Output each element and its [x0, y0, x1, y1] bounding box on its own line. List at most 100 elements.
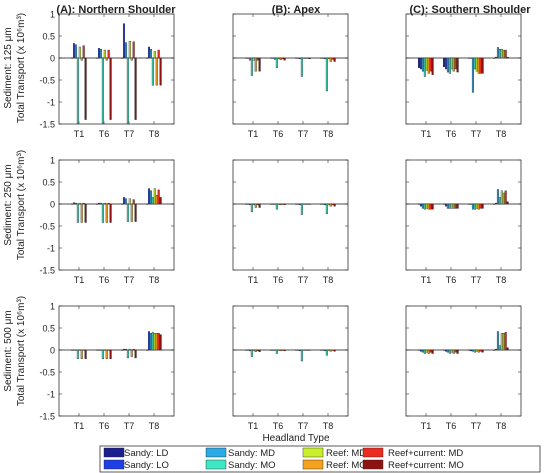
plot-area: [58, 159, 175, 271]
bar-reef-current-mo-t6: [456, 203, 459, 209]
y-tick-label: 0: [50, 200, 55, 210]
bar-sandy-mo-t8: [325, 349, 328, 356]
bar-sandy-lo-t1: [419, 349, 423, 352]
x-tick-label: T8: [323, 275, 334, 285]
bar-sandy-mo-t8: [151, 57, 154, 86]
bar-reef-current-mo-t6: [283, 349, 286, 352]
bar-sandy-lo-t6: [97, 202, 101, 205]
bar-reef-current-md-t6: [454, 349, 457, 353]
bar-reef-md-t1: [78, 202, 81, 205]
bar-sandy-mo-t1: [250, 203, 253, 213]
bar-sandy-lo-t7: [122, 23, 126, 59]
bar-reef-md-t1: [425, 57, 428, 71]
bar-sandy-lo-t8: [494, 202, 498, 205]
panel-2-2: T1 T6 T7 T8: [405, 305, 522, 431]
y-tick-label: 0: [50, 54, 55, 64]
legend-swatch-reef-md: [302, 447, 324, 458]
x-tick-label: T6: [99, 421, 110, 431]
bar-reef-md-t7: [128, 348, 131, 351]
bar-reef-mo-t6: [279, 57, 282, 60]
bar-sandy-lo-t7: [122, 197, 126, 205]
bar-sandy-mo-t1: [423, 203, 426, 210]
x-tick-label: T8: [323, 129, 334, 139]
bar-reef-md-t7: [128, 198, 131, 205]
bar-sandy-md-t8: [323, 203, 326, 206]
bar-sandy-md-t1: [248, 349, 251, 352]
bar-reef-mo-t8: [502, 49, 505, 59]
bar-reef-current-mo-t7: [308, 57, 311, 60]
legend-swatch-sandy-ld: [103, 447, 125, 458]
x-tick-label: T7: [298, 129, 309, 139]
panel-1-2: T1 T6 T7 T8: [405, 159, 522, 285]
bar-sandy-mo-t8: [151, 332, 154, 351]
bar-sandy-mo-t8: [325, 203, 328, 214]
bar-sandy-md-t6: [273, 57, 276, 60]
legend-swatch-sandy-mo: [205, 459, 227, 470]
bar-reef-current-md-t8: [504, 49, 507, 59]
x-tick-label: T8: [149, 421, 160, 431]
legend-label-sandy-md: Sandy: MD: [228, 448, 275, 459]
bar-reef-md-t7: [475, 349, 478, 352]
bar-sandy-mo-t7: [300, 349, 303, 362]
bar-reef-mo-t6: [452, 57, 455, 72]
x-tick-label: T1: [248, 129, 259, 139]
legend-swatch-sandy-lo: [103, 459, 125, 470]
bar-sandy-mo-t8: [498, 197, 501, 205]
row-label-sediment-250: Sediment: 250 μm: [3, 164, 14, 245]
bar-reef-md-t6: [450, 57, 453, 70]
bar-reef-md-t8: [500, 333, 503, 351]
bar-reef-current-mo-t1: [84, 349, 87, 360]
row-label-transport-125: Total Transport (x 10⁶m³): [16, 13, 27, 123]
bar-reef-current-md-t1: [256, 57, 259, 61]
bar-reef-mo-t1: [254, 349, 257, 352]
bar-sandy-mo-t6: [101, 57, 104, 124]
bar-reef-md-t7: [475, 203, 478, 209]
bar-reef-current-md-t7: [132, 199, 135, 205]
legend-label-reef-md: Reef: MD: [326, 448, 366, 459]
x-tick-label: T7: [471, 129, 482, 139]
bar-reef-current-mo-t7: [134, 349, 137, 359]
bar-reef-current-md-t1: [429, 203, 432, 210]
plot-area: [58, 305, 175, 417]
y-tick-label: -1.5: [39, 120, 55, 130]
x-tick-label: T6: [446, 421, 457, 431]
bar-sandy-mo-t6: [275, 57, 278, 68]
bar-reef-current-md-t8: [331, 203, 334, 206]
bar-sandy-md-t7: [471, 203, 474, 210]
bar-sandy-mo-t6: [275, 203, 278, 210]
bar-reef-mo-t6: [279, 349, 282, 352]
bar-sandy-lo-t7: [469, 349, 473, 352]
y-tick-label: 1: [50, 10, 55, 20]
x-tick-label: T1: [421, 275, 432, 285]
bar-sandy-lo-t6: [444, 57, 448, 70]
bar-reef-mo-t6: [105, 203, 108, 223]
x-tick-label: T1: [421, 421, 432, 431]
bar-sandy-md-t7: [124, 42, 127, 59]
panel-1-0: 1 0.5 0 -0.5 -1 -1.5 T1 T6 T7 T8: [39, 156, 175, 285]
bar-reef-md-t6: [277, 57, 280, 60]
bar-reef-current-mo-t6: [109, 203, 112, 223]
bar-sandy-md-t7: [298, 57, 301, 60]
bar-sandy-mo-t7: [126, 349, 129, 359]
bar-reef-current-md-t7: [479, 57, 482, 74]
y-tick-label: -0.5: [39, 76, 55, 86]
y-tick-label: 1: [50, 302, 55, 312]
bar-sandy-mo-t1: [76, 203, 79, 223]
bar-sandy-lo-t1: [419, 203, 423, 207]
bar-reef-mo-t7: [477, 203, 480, 210]
bar-reef-md-t8: [153, 51, 156, 59]
bar-reef-current-mo-t1: [258, 349, 261, 352]
bar-sandy-lo-t6: [444, 203, 448, 207]
bar-sandy-md-t8: [496, 331, 499, 351]
legend-label-reef-current-md: Reef+current: MD: [388, 448, 463, 459]
bar-reef-current-mo-t7: [134, 203, 137, 222]
column-title-b: (B): Apex: [272, 4, 321, 16]
bar-sandy-md-t7: [471, 349, 474, 352]
bar-reef-current-md-t8: [331, 57, 334, 60]
bar-reef-current-md-t7: [479, 349, 482, 352]
y-tick-label: 1: [50, 156, 55, 166]
bar-reef-current-mo-t8: [333, 57, 336, 62]
bar-sandy-mo-t7: [473, 203, 476, 210]
bar-sandy-md-t6: [446, 203, 449, 209]
bar-sandy-md-t7: [298, 349, 301, 352]
